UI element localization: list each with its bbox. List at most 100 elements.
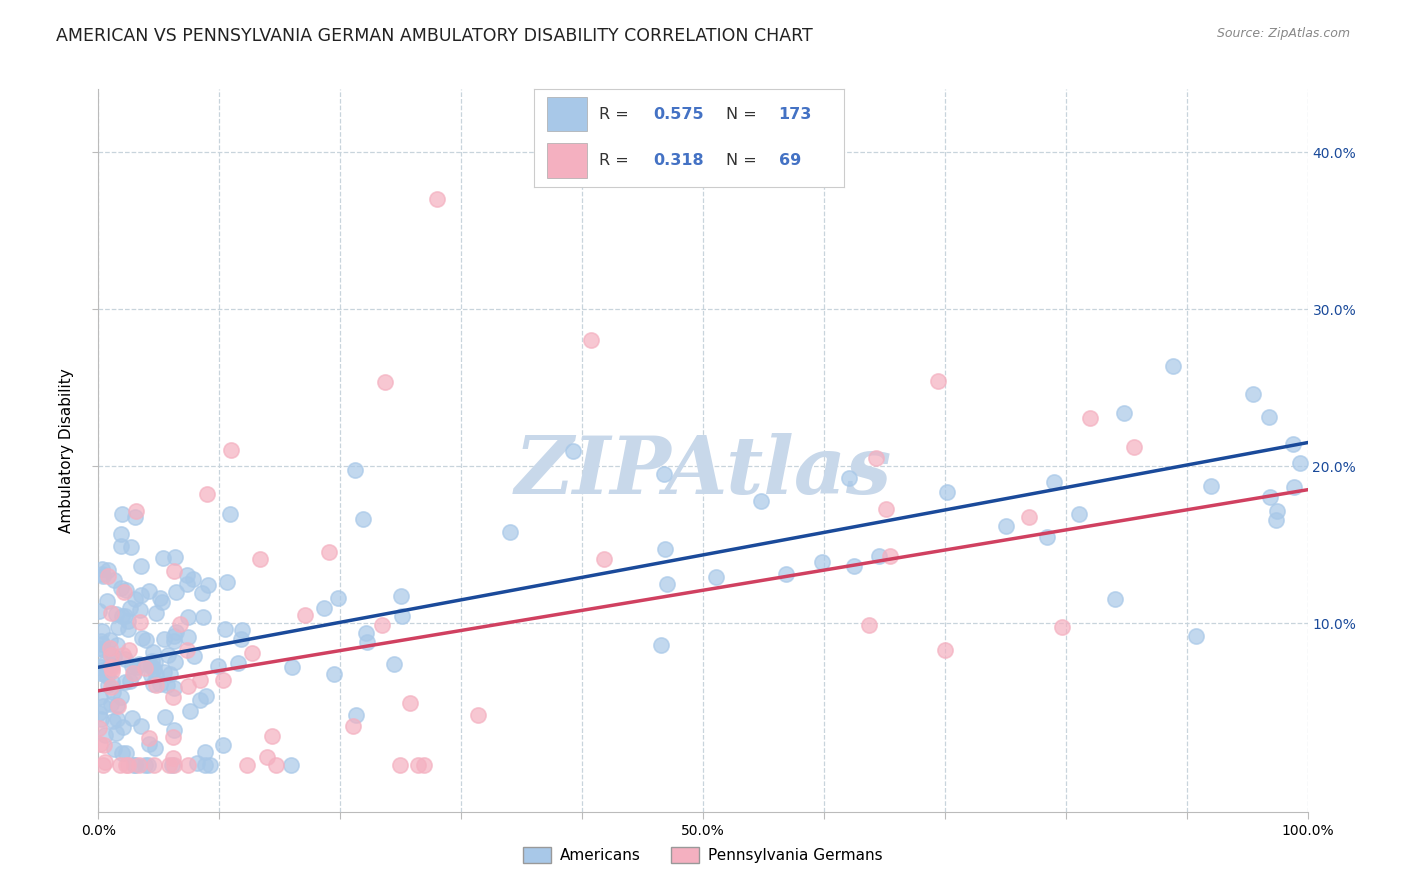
Point	[467, 708, 489, 723]
Point	[352, 511, 374, 525]
FancyBboxPatch shape	[547, 143, 586, 178]
Point	[150, 595, 173, 609]
Point	[215, 575, 238, 590]
Point	[91, 637, 114, 651]
Point	[124, 757, 146, 772]
Point	[1282, 436, 1305, 450]
Point	[129, 588, 152, 602]
Point	[162, 633, 184, 648]
Point	[1067, 507, 1090, 521]
Point	[89, 666, 111, 681]
Point	[879, 549, 901, 564]
Point	[104, 726, 127, 740]
Point	[356, 634, 378, 648]
Point	[98, 641, 121, 656]
Point	[149, 591, 172, 606]
Point	[177, 757, 200, 772]
Point	[90, 642, 112, 657]
Point	[129, 603, 152, 617]
Point	[115, 757, 138, 772]
Point	[169, 617, 191, 632]
Text: AMERICAN VS PENNSYLVANIA GERMAN AMBULATORY DISABILITY CORRELATION CHART: AMERICAN VS PENNSYLVANIA GERMAN AMBULATO…	[56, 27, 813, 45]
Point	[1078, 411, 1101, 425]
Point	[149, 677, 172, 691]
Point	[96, 668, 118, 682]
Point	[138, 731, 160, 745]
Point	[1201, 479, 1223, 493]
Point	[118, 643, 141, 657]
Point	[775, 566, 797, 581]
Point	[107, 699, 129, 714]
Point	[101, 714, 124, 729]
Point	[162, 757, 184, 772]
Point	[112, 720, 135, 734]
Point	[91, 624, 114, 638]
Point	[1035, 530, 1057, 544]
Point	[165, 585, 187, 599]
Point	[90, 562, 112, 576]
Point	[121, 711, 143, 725]
Point	[162, 730, 184, 744]
Text: R =: R =	[599, 153, 634, 168]
Point	[399, 696, 422, 710]
Point	[105, 698, 128, 712]
Point	[100, 660, 122, 674]
Point	[927, 374, 949, 388]
Point	[191, 586, 214, 600]
Point	[152, 665, 174, 679]
Point	[97, 677, 120, 691]
Point	[112, 585, 135, 599]
Point	[256, 750, 278, 764]
Point	[1257, 409, 1279, 424]
Point	[592, 551, 614, 566]
Point	[193, 745, 215, 759]
Point	[91, 698, 114, 713]
Point	[120, 540, 142, 554]
Point	[371, 617, 394, 632]
Text: R =: R =	[599, 107, 634, 121]
Point	[498, 525, 520, 540]
Point	[124, 757, 146, 772]
Point	[105, 638, 128, 652]
Point	[200, 757, 222, 772]
Point	[194, 689, 217, 703]
Point	[1265, 513, 1288, 527]
Point	[326, 591, 349, 606]
Point	[249, 551, 271, 566]
Point	[655, 577, 678, 591]
Point	[406, 757, 429, 772]
Point	[838, 470, 860, 484]
Point	[704, 569, 727, 583]
Point	[155, 710, 177, 724]
Point	[93, 757, 115, 772]
Point	[89, 706, 111, 721]
Point	[142, 645, 165, 659]
Point	[579, 333, 602, 347]
Point	[159, 667, 181, 681]
Point	[318, 545, 340, 559]
Point	[240, 646, 263, 660]
Point	[183, 649, 205, 664]
Point	[111, 507, 134, 521]
Point	[157, 757, 180, 772]
Point	[426, 192, 449, 206]
Point	[181, 572, 204, 586]
Point	[98, 632, 121, 647]
Point	[281, 659, 304, 673]
Point	[811, 555, 834, 569]
Point	[1289, 456, 1312, 470]
Point	[87, 721, 110, 735]
Point	[103, 650, 125, 665]
Point	[842, 559, 865, 574]
Point	[186, 756, 208, 770]
Point	[177, 679, 200, 693]
Point	[342, 718, 364, 732]
Point	[231, 623, 253, 637]
Point	[110, 527, 132, 541]
Point	[165, 655, 187, 669]
Point	[1018, 510, 1040, 524]
Point	[163, 564, 186, 578]
Point	[100, 680, 122, 694]
Point	[1114, 406, 1136, 420]
Point	[1184, 629, 1206, 643]
